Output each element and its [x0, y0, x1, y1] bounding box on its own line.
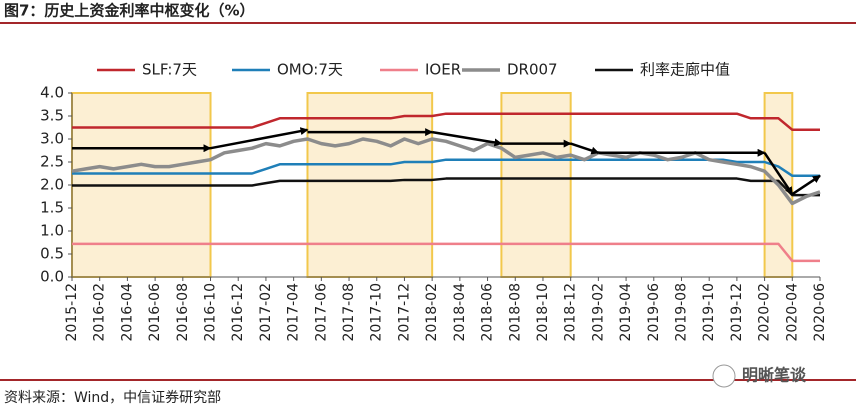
x-tick-label: 2017-10	[369, 283, 385, 342]
x-tick-label: 2019-04	[618, 283, 634, 342]
source: 资料来源：Wind，中信证券研究部	[4, 390, 221, 406]
annotation-arrow	[210, 127, 309, 150]
highlight-range	[500, 92, 572, 278]
watermark: 明晰笔谈	[742, 366, 807, 385]
x-tick-label: 2020-04	[784, 283, 800, 342]
series-line	[72, 242, 820, 263]
annotation-arrow	[431, 130, 503, 147]
series-line	[72, 158, 820, 178]
x-tick-label: 2016-04	[119, 283, 135, 342]
annotation-arrow	[763, 152, 794, 196]
x-tick-label: 2018-08	[507, 283, 523, 342]
x-tick-label: 2018-04	[452, 283, 468, 342]
y-tick-label: 3.0	[40, 130, 64, 148]
x-tick-label: 2017-02	[258, 283, 274, 342]
highlight-range	[306, 92, 434, 278]
x-tick-label: 2019-10	[701, 283, 717, 342]
y-tick-label: 1.0	[40, 222, 64, 240]
y-tick-label: 3.5	[40, 107, 64, 125]
annotation-arrow	[570, 142, 600, 155]
x-tick-label: 2016-02	[92, 283, 108, 342]
x-tick-label: 2018-06	[480, 283, 496, 342]
x-tick-label: 2017-06	[313, 283, 329, 342]
legend-label: SLF:7天	[142, 61, 197, 79]
x-tick-label: 2015-12	[64, 283, 80, 342]
series-line	[72, 177, 820, 197]
legend-label: DR007	[507, 61, 558, 79]
x-tick-label: 2017-04	[286, 283, 302, 342]
x-tick-label: 2019-08	[673, 283, 689, 342]
x-tick-label: 2016-12	[230, 283, 246, 342]
x-tick-label: 2016-08	[175, 283, 191, 342]
y-tick-label: 0.5	[40, 245, 64, 263]
legend-label: IOER	[425, 61, 461, 79]
y-tick-label: 0.0	[40, 268, 64, 286]
x-tick-label: 2018-10	[535, 283, 551, 342]
annotation-arrow	[791, 174, 821, 196]
x-tick-label: 2019-06	[646, 283, 662, 342]
x-tick-label: 2018-12	[563, 283, 579, 342]
x-tick-label: 2016-06	[147, 283, 163, 342]
x-tick-label: 2019-02	[590, 283, 606, 342]
y-tick-label: 2.5	[40, 153, 64, 171]
y-tick-label: 1.5	[40, 199, 64, 217]
y-tick-label: 4.0	[40, 84, 64, 102]
legend-label: 利率走廊中值	[640, 61, 730, 79]
y-tick-label: 2.0	[40, 176, 64, 194]
x-tick-label: 2016-10	[203, 283, 219, 342]
legend-label: OMO:7天	[277, 61, 343, 79]
x-tick-label: 2020-02	[757, 283, 773, 342]
x-tick-label: 2020-06	[812, 283, 828, 342]
x-tick-label: 2017-12	[396, 283, 412, 342]
plot: 0.0 0.5 1.0 1.5 2.0 2.5 3.0 3.5 4.0 2015-12 2016-0…	[40, 61, 828, 342]
x-tick-label: 2019-12	[729, 283, 745, 342]
watermark-icon	[712, 364, 736, 388]
chart-title: 图7：历史上资金利率中枢变化（%）	[4, 2, 254, 20]
x-tick-label: 2017-08	[341, 283, 357, 342]
series-line	[72, 112, 820, 132]
x-tick-label: 2018-02	[424, 283, 440, 342]
